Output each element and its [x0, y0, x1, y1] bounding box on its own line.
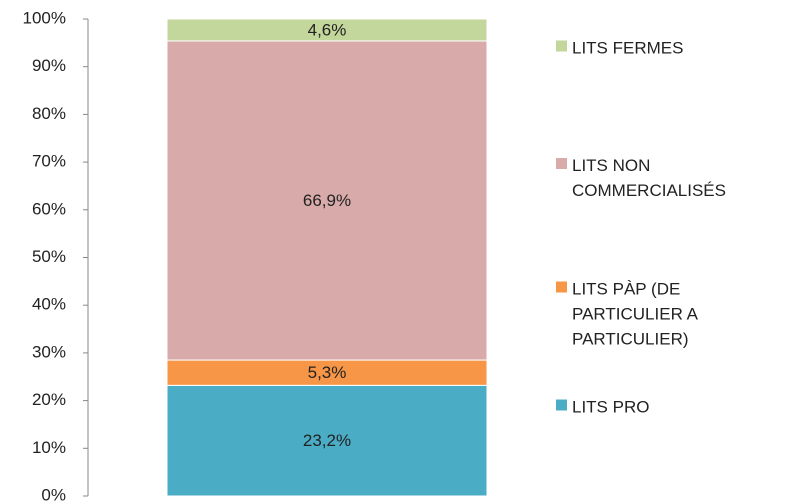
y-tick-label: 50% [32, 247, 66, 266]
y-tick-label: 80% [32, 104, 66, 123]
legend-swatch [556, 158, 567, 169]
legend-label: LITS NON COMMERCIALISÉS [572, 156, 726, 200]
legend-item: LITS FERMES [556, 36, 762, 61]
data-label: 5,3% [308, 363, 347, 382]
legend-item: LITS NON COMMERCIALISÉS [556, 153, 762, 203]
legend-label: LITS PÀP (DE PARTICULIER A PARTICULIER) [572, 279, 698, 349]
y-tick-label: 10% [32, 438, 66, 457]
y-tick-label: 30% [32, 342, 66, 361]
y-tick-label: 70% [32, 152, 66, 171]
bar-segment [166, 18, 488, 42]
legend-swatch [556, 281, 567, 293]
bar-segment [166, 384, 488, 497]
data-label: 23,2% [303, 431, 351, 450]
legend-swatch [556, 399, 567, 411]
legend-item: LITS PÀP (DE PARTICULIER A PARTICULIER) [556, 277, 752, 352]
legend-label: LITS FERMES [572, 38, 684, 58]
legend-swatch [556, 40, 567, 52]
data-label: 4,6% [308, 20, 347, 39]
y-tick-label: 90% [32, 56, 66, 75]
y-tick-label: 20% [32, 390, 66, 409]
y-tick-label: 60% [32, 199, 66, 218]
legend-item: LITS PRO [556, 395, 762, 420]
legend-label: LITS PRO [572, 397, 650, 417]
y-tick-label: 100% [23, 8, 66, 27]
y-tick-label: 40% [32, 295, 66, 314]
y-tick-label: 0% [41, 485, 66, 504]
data-label: 66,9% [303, 191, 351, 210]
